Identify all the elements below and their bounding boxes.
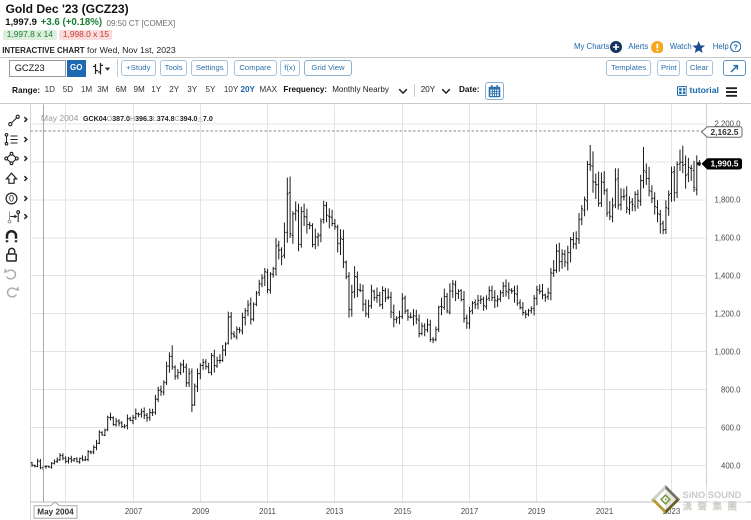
svg-text:1,600.0: 1,600.0 — [714, 233, 741, 242]
svg-text:May 2004: May 2004 — [41, 113, 79, 123]
svg-text:400.0: 400.0 — [721, 461, 741, 470]
svg-text:0: 0 — [9, 193, 14, 203]
svg-text:1,200.0: 1,200.0 — [714, 309, 741, 318]
svg-text:2017: 2017 — [461, 507, 478, 516]
svg-text:2019: 2019 — [528, 507, 545, 516]
svg-text:2021: 2021 — [596, 507, 613, 516]
svg-text:2,162.5: 2,162.5 — [711, 126, 739, 136]
svg-text:2011: 2011 — [259, 507, 276, 516]
svg-text:1,800.0: 1,800.0 — [714, 195, 741, 204]
svg-text:SiNO SOUND: SiNO SOUND — [683, 490, 742, 500]
svg-text:2,200.0: 2,200.0 — [714, 119, 741, 128]
svg-text:2007: 2007 — [125, 507, 142, 516]
svg-text:2015: 2015 — [394, 507, 412, 516]
svg-text:?: ? — [733, 42, 738, 51]
svg-text:800.0: 800.0 — [721, 385, 741, 394]
svg-text:May 2004: May 2004 — [37, 507, 74, 516]
svg-text:2023: 2023 — [663, 507, 680, 516]
svg-text:1,000.0: 1,000.0 — [714, 347, 741, 356]
svg-text:GCK04O387.0H396.3L374.8C394.0△: GCK04O387.0H396.3L374.8C394.0△7.0 — [83, 115, 213, 123]
svg-text:漢聲集團: 漢聲集團 — [683, 500, 743, 512]
svg-text:1,400.0: 1,400.0 — [714, 271, 741, 280]
svg-text:2013: 2013 — [326, 507, 343, 516]
svg-text:600.0: 600.0 — [721, 423, 741, 432]
svg-text:2009: 2009 — [192, 507, 209, 516]
svg-text:1,990.5: 1,990.5 — [711, 158, 739, 168]
